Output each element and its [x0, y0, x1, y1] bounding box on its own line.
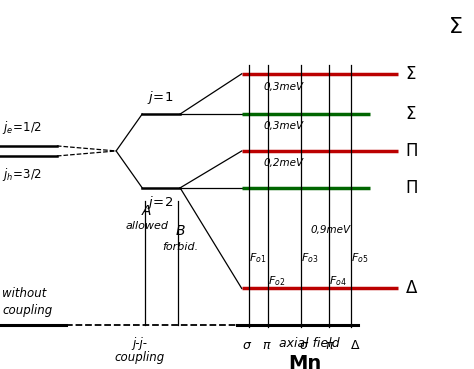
Text: $\Delta$: $\Delta$ — [405, 279, 419, 297]
Text: 0,3meV: 0,3meV — [263, 82, 303, 92]
Text: $j\!=\!1$: $j\!=\!1$ — [147, 89, 173, 106]
Text: forbid.: forbid. — [162, 242, 198, 252]
Text: $\pi$: $\pi$ — [262, 339, 272, 352]
Text: coupling: coupling — [2, 304, 53, 317]
Text: $F_{o1}$: $F_{o1}$ — [249, 251, 266, 265]
Text: axial field: axial field — [279, 337, 339, 350]
Text: allowed: allowed — [126, 221, 168, 231]
Text: $\pi$: $\pi$ — [325, 339, 334, 352]
Text: $j\!=\!2$: $j\!=\!2$ — [147, 194, 173, 211]
Text: $j_e\!=\!1/2$: $j_e\!=\!1/2$ — [2, 119, 42, 136]
Text: A: A — [142, 204, 152, 218]
Text: j-j-: j-j- — [132, 337, 147, 350]
Text: $j_h\!=\!3/2$: $j_h\!=\!3/2$ — [2, 166, 43, 183]
Text: $\Sigma$: $\Sigma$ — [405, 65, 417, 83]
Text: $\Sigma$: $\Sigma$ — [405, 105, 417, 123]
Text: $F_{o3}$: $F_{o3}$ — [301, 251, 319, 265]
Text: without: without — [2, 287, 47, 300]
Text: 0,2meV: 0,2meV — [263, 158, 303, 168]
Text: $\Delta$: $\Delta$ — [350, 339, 361, 352]
Text: $F_{o5}$: $F_{o5}$ — [351, 251, 368, 265]
Text: $\sigma$: $\sigma$ — [242, 339, 253, 352]
Text: $\Pi$: $\Pi$ — [405, 142, 418, 160]
Text: coupling: coupling — [115, 351, 165, 364]
Text: $\Sigma$: $\Sigma$ — [448, 17, 462, 37]
Text: B: B — [175, 224, 185, 238]
Text: $\sigma$: $\sigma$ — [299, 339, 310, 352]
Text: $F_{o4}$: $F_{o4}$ — [329, 275, 347, 289]
Text: 0,9meV: 0,9meV — [310, 225, 351, 235]
Text: Mn: Mn — [288, 355, 321, 369]
Text: 0,3meV: 0,3meV — [263, 121, 303, 131]
Text: $F_{o2}$: $F_{o2}$ — [268, 275, 285, 289]
Text: $\Pi$: $\Pi$ — [405, 179, 418, 197]
